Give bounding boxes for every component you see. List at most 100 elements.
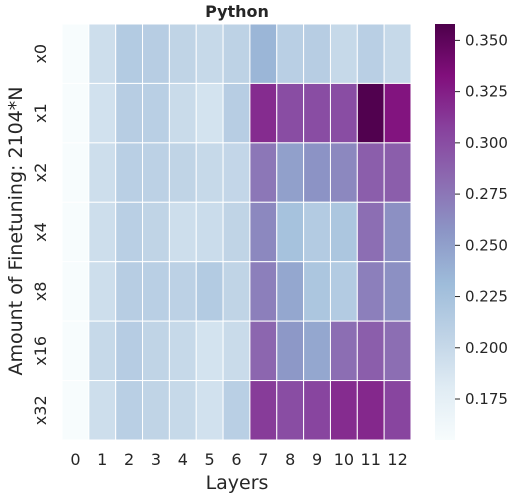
x-tick-label: 12 [387, 450, 407, 469]
heatmap-cell [115, 23, 144, 84]
heatmap-cell [249, 320, 278, 382]
heatmap-cell [195, 201, 224, 263]
y-tick-label: x2 [31, 163, 50, 183]
heatmap-cell [303, 82, 331, 144]
heatmap-cell [303, 320, 331, 382]
heatmap-cell [168, 380, 197, 441]
colorbar-tick-label: 0.225 [465, 288, 508, 306]
heatmap-cell [249, 23, 278, 84]
heatmap-cell [88, 23, 117, 84]
x-tick-label: 3 [151, 450, 161, 469]
heatmap-cell [222, 82, 251, 144]
colorbar-tick-label: 0.200 [465, 339, 508, 357]
heatmap-cell [383, 82, 412, 144]
heatmap-cell [276, 261, 305, 322]
heatmap-cell [195, 261, 224, 322]
heatmap-cell [61, 23, 90, 84]
colorbar [435, 24, 455, 440]
heatmap-cell [356, 142, 385, 203]
colorbar-ticks: 0.175 0.200 0.225 0.250 0.275 0.300 0.325 0.350 [455, 31, 508, 408]
heatmap-cell [356, 380, 385, 441]
heatmap-cell [115, 261, 144, 322]
heatmap-cell [195, 320, 224, 382]
heatmap-cell [249, 142, 278, 203]
x-tick-label: 5 [205, 450, 215, 469]
heatmap-cell [195, 82, 224, 144]
heatmap-cell [88, 82, 117, 144]
heatmap-cell [142, 82, 170, 144]
heatmap-cell [61, 82, 90, 144]
heatmap-cell [168, 201, 197, 263]
colorbar-tick-label: 0.275 [465, 185, 508, 203]
heatmap-cell [168, 23, 197, 84]
heatmap-cell [142, 142, 170, 203]
heatmap-cell [329, 261, 358, 322]
heatmap-cell [383, 23, 412, 84]
heatmap-cell [329, 142, 358, 203]
y-tick-label: x8 [31, 282, 50, 302]
heatmap-cell [88, 261, 117, 322]
y-axis-title: Amount of Finetuning: 2104*N [5, 86, 27, 375]
heatmap-cell [61, 142, 90, 203]
heatmap-cell [303, 380, 331, 441]
heatmap-cell [276, 142, 305, 203]
heatmap-cell [249, 82, 278, 144]
heatmap-cell [383, 261, 412, 322]
heatmap-cell [329, 320, 358, 382]
heatmap-cell [303, 142, 331, 203]
x-tick-label: 10 [334, 450, 354, 469]
y-tick-label: x4 [31, 222, 50, 242]
y-tick-label: x16 [31, 336, 50, 366]
heatmap-cell [303, 201, 331, 263]
x-tick-label: 8 [285, 450, 295, 469]
heatmap-cell [142, 380, 170, 441]
heatmap-cell [61, 261, 90, 322]
heatmap-cell [115, 320, 144, 382]
heatmap-cell [142, 261, 170, 322]
x-tick-label: 9 [312, 450, 322, 469]
heatmap-cell [329, 201, 358, 263]
x-tick-label: 2 [124, 450, 134, 469]
heatmap-cell [276, 380, 305, 441]
x-tick-label: 6 [231, 450, 241, 469]
heatmap-cell [222, 320, 251, 382]
heatmap-cell [356, 23, 385, 84]
colorbar-tick-label: 0.350 [465, 31, 508, 49]
heatmap-cell [383, 320, 412, 382]
heatmap-cell [142, 201, 170, 263]
heatmap-cell [115, 82, 144, 144]
heatmap-cell [222, 261, 251, 322]
heatmap-cell [276, 320, 305, 382]
heatmap-cell [303, 261, 331, 322]
x-tick-label: 11 [361, 450, 381, 469]
heatmap-cell [115, 142, 144, 203]
heatmap-cell [61, 320, 90, 382]
heatmap-cell [61, 201, 90, 263]
heatmap-cell [276, 201, 305, 263]
heatmap-cell [249, 380, 278, 441]
heatmap-cell [115, 201, 144, 263]
heatmap-cell [168, 320, 197, 382]
heatmap-cell [222, 142, 251, 203]
x-axis-title: Layers [206, 472, 269, 493]
heatmap-cell [195, 23, 224, 84]
heatmap-cell [329, 23, 358, 84]
heatmap-cell [61, 380, 90, 441]
heatmap-cell [356, 82, 385, 144]
heatmap-cell [222, 23, 251, 84]
heatmap-cell [168, 142, 197, 203]
x-tick-labels: 0 1 2 3 4 5 6 7 8 9 10 11 12 [70, 450, 407, 469]
heatmap-cell [88, 380, 117, 441]
heatmap-cell [195, 142, 224, 203]
chart-title: Python [205, 2, 269, 21]
heatmap-cell [168, 261, 197, 322]
heatmap-cell [222, 201, 251, 263]
heatmap-cell [195, 380, 224, 441]
y-tick-label: x0 [31, 44, 50, 64]
x-tick-label: 0 [70, 450, 80, 469]
heatmap-cell [222, 380, 251, 441]
heatmap-cell [383, 142, 412, 203]
heatmap-cell [88, 320, 117, 382]
colorbar-tick-label: 0.300 [465, 134, 508, 152]
